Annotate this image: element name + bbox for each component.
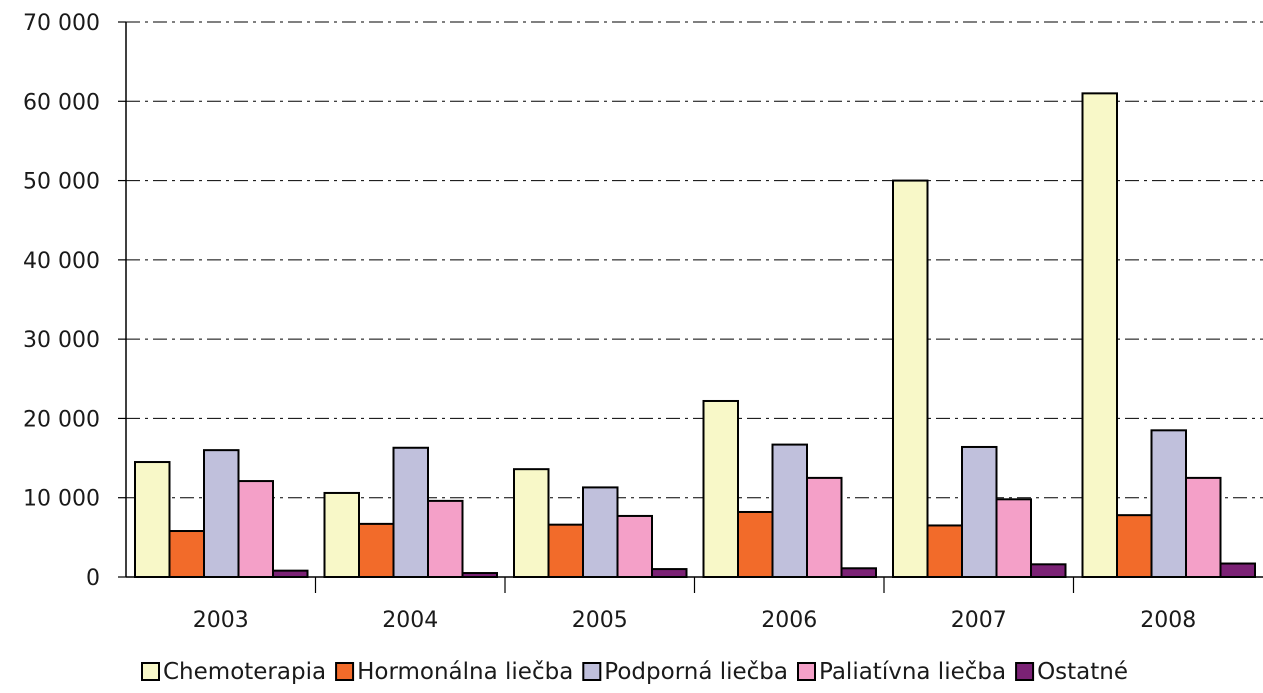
- bar-Podporná liečba-2007: [961, 445, 998, 578]
- legend-swatch: [335, 662, 355, 681]
- legend-entry-label: Hormonálna liečba: [357, 659, 573, 685]
- y-tick-label: 70 000: [23, 11, 100, 36]
- gridlines: [126, 21, 1263, 499]
- bar-Ostatné-2006: [840, 567, 877, 578]
- bar-Paliatívna liečba-2003: [237, 480, 274, 579]
- bar-Podporná liečba-2004: [392, 446, 429, 578]
- y-tick-label: 10 000: [23, 487, 100, 512]
- y-tick-label: 30 000: [23, 328, 100, 353]
- bar-Hormonálna liečba-2005: [547, 523, 584, 579]
- bar-Paliatívna liečba-2005: [616, 514, 653, 579]
- bar-Chemoterapia-2008: [1081, 92, 1118, 578]
- x-tick-label: 2004: [382, 608, 438, 633]
- x-tick-label: 2008: [1140, 608, 1196, 633]
- legend-swatch: [1015, 662, 1035, 681]
- bar-Chemoterapia-2006: [702, 399, 739, 578]
- bar-Paliatívna liečba-2007: [995, 498, 1032, 578]
- x-tick-label: 2003: [193, 608, 249, 633]
- y-tick-label: 40 000: [23, 249, 100, 274]
- bar-Podporná liečba-2008: [1150, 429, 1187, 579]
- bar-Hormonálna liečba-2007: [926, 524, 963, 579]
- bar-Podporná liečba-2006: [771, 443, 808, 579]
- legend-swatch: [582, 662, 602, 681]
- bar-Paliatívna liečba-2008: [1185, 476, 1222, 578]
- x-axis-ticks: 2003 2004 2005 2006 2007 2008: [193, 577, 1196, 633]
- bar-Ostatné-2008: [1219, 562, 1256, 578]
- bar-Hormonálna liečba-2004: [358, 522, 395, 579]
- legend: Chemoterapia Hormonálna liečba Podporná li…: [141, 659, 1128, 685]
- x-tick-label: 2007: [951, 608, 1007, 633]
- bar-Podporná liečba-2005: [582, 486, 619, 578]
- bar-Paliatívna liečba-2006: [806, 476, 843, 578]
- x-tick-label: 2006: [761, 608, 817, 633]
- y-tick-label: 0: [86, 566, 100, 591]
- bar-Hormonálna liečba-2003: [168, 530, 205, 578]
- bar-Chemoterapia-2005: [513, 468, 550, 578]
- bar-Ostatné-2003: [272, 569, 309, 579]
- bar-Chemoterapia-2007: [892, 179, 929, 578]
- legend-entry-label: Ostatné: [1037, 659, 1128, 685]
- legend-entry-label: Podporná liečba: [604, 659, 788, 685]
- y-tick-label: 60 000: [23, 90, 100, 115]
- legend-entry-label: Chemoterapia: [163, 659, 326, 685]
- legend-entry-label: Paliatívna liečba: [819, 659, 1006, 685]
- bar-Hormonálna liečba-2008: [1116, 514, 1153, 579]
- legend-swatch: [797, 662, 816, 681]
- y-tick-label: 20 000: [23, 407, 100, 432]
- x-tick-label: 2005: [572, 608, 628, 633]
- bar-Ostatné-2005: [651, 568, 688, 578]
- y-tick-label: 50 000: [23, 170, 100, 195]
- bar-Chemoterapia-2003: [134, 461, 171, 578]
- bar-Ostatné-2007: [1030, 563, 1067, 578]
- bar-Podporná liečba-2003: [203, 449, 240, 578]
- legend-swatch: [141, 662, 160, 681]
- bar-Hormonálna liečba-2006: [737, 510, 774, 578]
- bar-Paliatívna liečba-2004: [427, 499, 464, 578]
- y-axis-ticks: 0 10 000 20 000 30 000 40 000 50 000 60 000 70 …: [23, 11, 126, 591]
- bars: [134, 92, 1256, 579]
- bar-Chemoterapia-2004: [323, 491, 360, 579]
